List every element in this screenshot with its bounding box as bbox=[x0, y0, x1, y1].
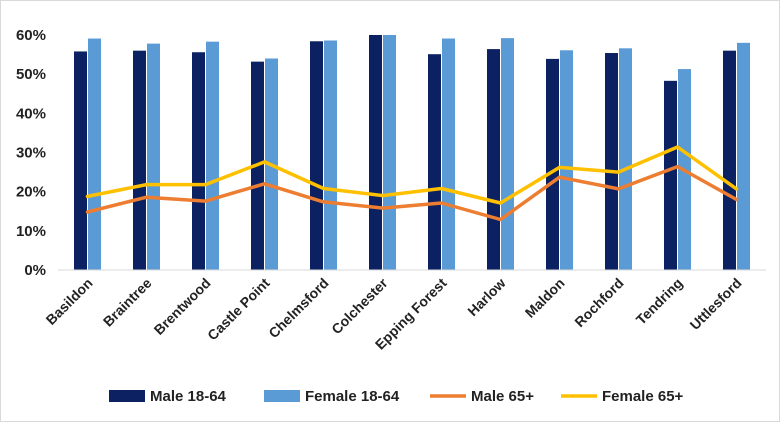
legend-label: Male 65+ bbox=[471, 388, 534, 405]
x-tick-label: Chelmsford bbox=[265, 275, 331, 341]
legend-label: Female 65+ bbox=[602, 388, 684, 405]
x-tick-label: Castle Point bbox=[204, 275, 273, 344]
legend: Male 18-64 Female 18-64 Male 65+ Female 65+ bbox=[109, 388, 684, 405]
bar bbox=[310, 41, 323, 271]
bar bbox=[88, 38, 101, 271]
legend-swatch bbox=[264, 390, 300, 402]
bar bbox=[147, 43, 160, 270]
bar bbox=[487, 49, 500, 270]
y-axis: 0% 10% 20% 30% 40% 50% 60% bbox=[16, 27, 46, 279]
legend-swatch bbox=[109, 390, 145, 402]
y-tick-label: 50% bbox=[16, 66, 46, 83]
bar bbox=[369, 35, 382, 270]
bar bbox=[619, 48, 632, 270]
x-tick-label: Colchester bbox=[328, 274, 391, 337]
line-series bbox=[85, 145, 739, 222]
bar bbox=[324, 40, 337, 270]
y-tick-label: 30% bbox=[16, 145, 46, 162]
series-line bbox=[85, 145, 739, 205]
legend-label: Female 18-64 bbox=[305, 388, 400, 405]
bar bbox=[206, 41, 219, 271]
bar bbox=[664, 80, 677, 270]
x-tick-label: Tendring bbox=[633, 275, 686, 328]
bar bbox=[428, 54, 441, 270]
bar bbox=[133, 50, 146, 270]
series-line bbox=[85, 164, 739, 222]
legend-label: Male 18-64 bbox=[150, 388, 227, 405]
y-tick-label: 60% bbox=[16, 27, 46, 44]
bar bbox=[192, 52, 205, 270]
x-tick-label: Basildon bbox=[42, 275, 95, 328]
bar bbox=[605, 53, 618, 271]
y-tick-label: 10% bbox=[16, 223, 46, 240]
x-tick-label: Harlow bbox=[464, 275, 508, 319]
bar bbox=[383, 35, 396, 270]
x-tick-label: Uttlesford bbox=[687, 275, 745, 333]
y-tick-label: 20% bbox=[16, 184, 46, 201]
x-tick-label: Braintree bbox=[100, 275, 155, 330]
bar bbox=[560, 50, 573, 271]
bar bbox=[737, 42, 750, 271]
bar bbox=[501, 38, 514, 271]
bar bbox=[723, 50, 736, 270]
bar bbox=[442, 38, 455, 271]
x-tick-label: Maldon bbox=[522, 275, 568, 321]
y-tick-label: 40% bbox=[16, 105, 46, 122]
bar bbox=[546, 58, 559, 271]
bar-series bbox=[74, 35, 750, 271]
x-tick-label: Brentwood bbox=[151, 275, 214, 338]
y-tick-label: 0% bbox=[24, 262, 46, 279]
bar bbox=[74, 51, 87, 271]
x-tick-label: Rochford bbox=[571, 275, 626, 330]
